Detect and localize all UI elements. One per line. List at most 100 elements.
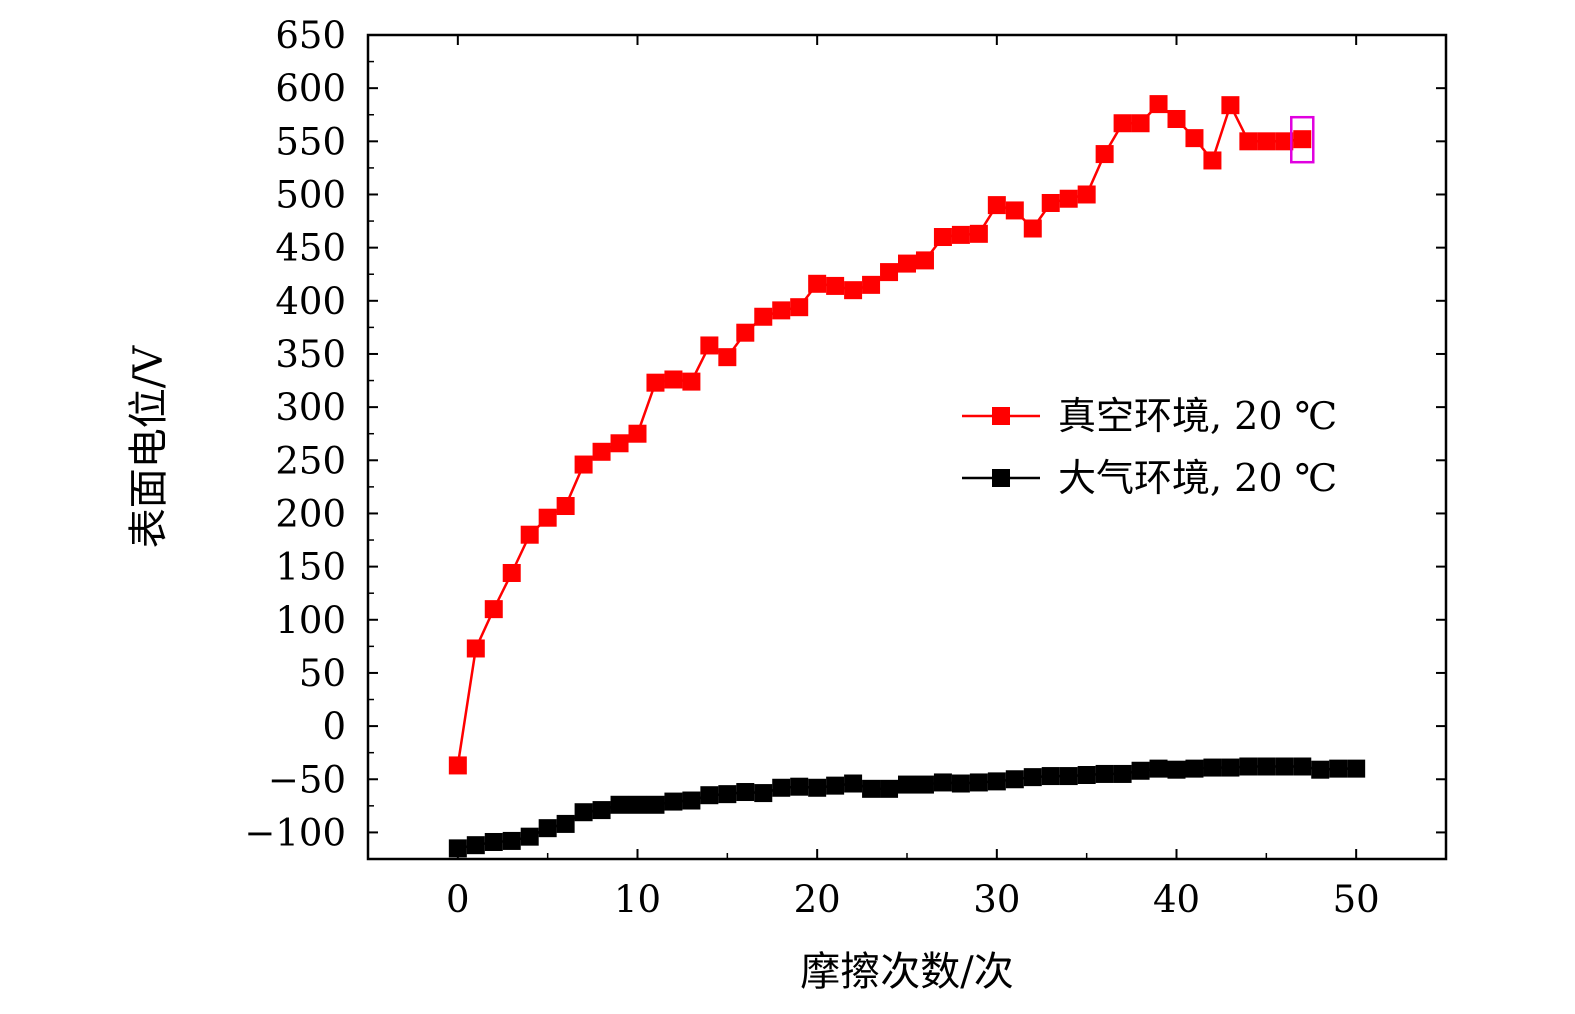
data-point-0 [915, 251, 934, 270]
data-point-1 [1113, 764, 1132, 783]
data-point-0 [592, 442, 611, 461]
data-point-1 [520, 827, 539, 846]
data-point-1 [987, 772, 1006, 791]
data-point-1 [448, 839, 467, 858]
data-point-0 [754, 307, 773, 326]
data-point-0 [700, 336, 719, 355]
data-point-0 [808, 274, 827, 293]
data-point-1 [664, 792, 683, 811]
y-tick-label: 550 [275, 120, 346, 163]
data-point-1 [915, 775, 934, 794]
data-point-1 [1329, 759, 1348, 778]
data-point-0 [790, 298, 809, 317]
y-tick-label: 200 [275, 492, 346, 535]
data-point-1 [484, 832, 503, 851]
data-point-1 [808, 778, 827, 797]
x-tick-label: 0 [446, 878, 470, 921]
data-point-1 [1347, 759, 1366, 778]
data-point-1 [628, 795, 647, 814]
data-point-1 [646, 795, 665, 814]
data-point-0 [969, 224, 988, 243]
data-point-0 [1257, 132, 1276, 151]
data-point-1 [574, 803, 593, 822]
data-point-1 [610, 795, 629, 814]
highlight-box [1290, 115, 1315, 164]
y-axis-title: 表面电位/V [126, 345, 172, 548]
data-point-0 [1113, 114, 1132, 133]
x-axis-title: 摩擦次数/次 [800, 949, 1013, 995]
data-point-1 [1005, 770, 1024, 789]
data-point-1 [1293, 757, 1312, 776]
y-tick-label: 600 [275, 67, 346, 110]
data-point-0 [862, 275, 881, 294]
y-tick-label: 350 [275, 333, 346, 376]
legend-marker-air [992, 469, 1010, 487]
data-point-1 [466, 836, 485, 855]
y-tick-label: 300 [275, 386, 346, 429]
data-point-0 [1293, 130, 1312, 149]
data-point-0 [556, 497, 575, 516]
data-point-1 [1149, 759, 1168, 778]
data-point-1 [718, 785, 737, 804]
data-point-0 [933, 228, 952, 247]
data-point-0 [1059, 189, 1078, 208]
x-tick-label: 10 [614, 878, 661, 921]
y-tick-label: 400 [275, 280, 346, 323]
data-point-1 [1239, 757, 1258, 776]
data-point-0 [1275, 132, 1294, 151]
data-point-1 [1185, 759, 1204, 778]
data-point-0 [1149, 95, 1168, 114]
data-point-0 [628, 424, 647, 443]
data-point-0 [1131, 114, 1150, 133]
data-point-1 [1059, 767, 1078, 786]
x-tick-label: 50 [1333, 878, 1380, 921]
data-point-1 [502, 831, 521, 850]
data-point-1 [1077, 766, 1096, 785]
data-point-0 [987, 196, 1006, 215]
y-tick-label: 650 [275, 14, 346, 57]
y-tick-label: 500 [275, 173, 346, 216]
y-axis-ticks: 650600550500450400350300250200150100500−… [244, 14, 1446, 860]
data-point-0 [736, 323, 755, 342]
data-point-1 [951, 774, 970, 793]
data-point-0 [1077, 185, 1096, 204]
data-point-0 [448, 756, 467, 775]
plot-frame [366, 33, 1448, 861]
data-point-0 [1185, 129, 1204, 148]
data-point-1 [880, 779, 899, 798]
data-point-0 [1167, 109, 1186, 128]
data-point-1 [969, 773, 988, 792]
y-tick-label: 0 [322, 705, 346, 748]
data-point-0 [1041, 193, 1060, 212]
data-point-0 [898, 254, 916, 273]
data-point-1 [1023, 768, 1042, 787]
data-point-1 [1203, 758, 1222, 777]
data-point-1 [898, 775, 916, 794]
data-point-1 [790, 777, 809, 796]
legend-label-vacuum: 真空环境, 20 ℃ [1058, 394, 1337, 438]
data-point-0 [1221, 96, 1240, 115]
highlight-layer [1290, 115, 1315, 164]
data-point-0 [1095, 145, 1114, 164]
data-point-1 [736, 783, 755, 802]
data-point-1 [538, 819, 557, 838]
data-point-0 [844, 281, 863, 300]
data-point-0 [951, 225, 970, 244]
y-tick-label: 250 [275, 439, 346, 482]
data-point-0 [880, 263, 899, 282]
data-point-0 [664, 370, 683, 389]
x-tick-label: 40 [1153, 878, 1200, 921]
data-point-1 [862, 779, 881, 798]
legend-marker-vacuum [992, 407, 1010, 425]
data-point-1 [826, 776, 845, 795]
data-point-0 [718, 348, 737, 367]
data-point-1 [844, 774, 863, 793]
data-point-1 [754, 784, 773, 803]
data-point-1 [1275, 757, 1294, 776]
data-point-0 [1203, 151, 1222, 170]
data-point-1 [772, 778, 791, 797]
data-point-0 [826, 276, 845, 295]
data-point-1 [1095, 764, 1114, 783]
data-point-0 [574, 455, 593, 474]
